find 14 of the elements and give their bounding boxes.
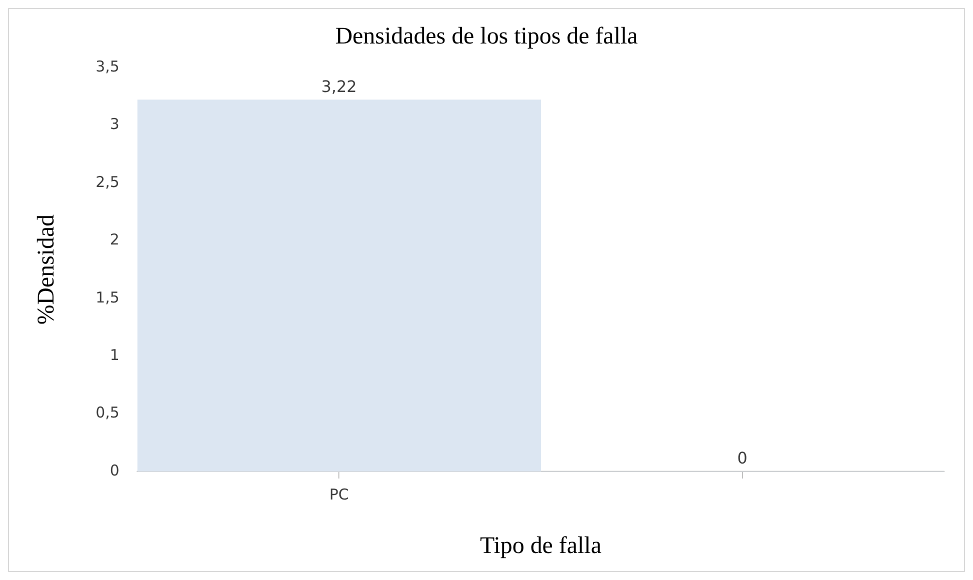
data-label: 0 (737, 448, 748, 468)
chart-title: Densidades de los tipos de falla (335, 24, 638, 50)
x-tick-label: PC (329, 485, 349, 504)
y-tick-label: 2 (110, 230, 120, 249)
y-tick-label: 1,5 (96, 288, 120, 306)
data-label: 3,22 (321, 77, 357, 96)
y-tick-label: 2,5 (96, 172, 120, 191)
y-tick-label: 1 (110, 346, 120, 364)
x-axis-title: Tipo de falla (480, 532, 602, 559)
y-tick-label: 3,5 (96, 57, 120, 76)
y-axis-title: %Densidad (34, 214, 60, 325)
y-tick-label: 3 (110, 115, 120, 134)
y-tick-label: 0 (110, 461, 120, 480)
y-tick-label: 0,5 (96, 404, 120, 422)
